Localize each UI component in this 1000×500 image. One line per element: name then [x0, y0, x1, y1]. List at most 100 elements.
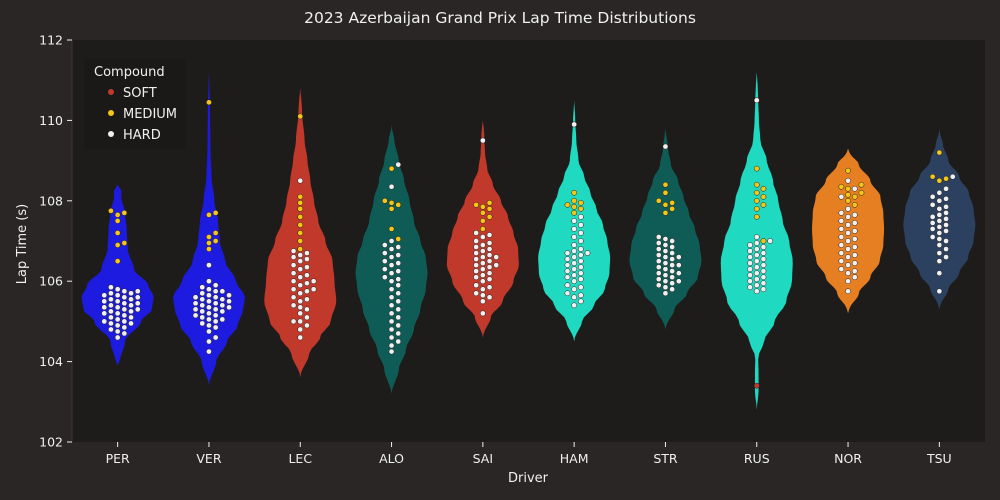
- lap-point-medium: [838, 183, 845, 190]
- lap-point-hard: [936, 189, 943, 196]
- lap-point-hard: [480, 272, 486, 279]
- lap-point-hard: [851, 274, 858, 281]
- lap-point-medium: [662, 181, 669, 188]
- lap-point-hard: [753, 264, 760, 270]
- lap-point-hard: [851, 185, 858, 192]
- lap-point-medium: [388, 205, 395, 212]
- legend-title: Compound: [94, 65, 165, 80]
- lap-point-medium: [564, 201, 571, 208]
- lap-point-hard: [212, 334, 219, 341]
- lap-point-hard: [753, 252, 760, 258]
- lap-point-hard: [108, 326, 114, 333]
- lap-point-hard: [192, 294, 199, 301]
- lap-point-hard: [851, 252, 858, 258]
- lap-point-hard: [669, 280, 676, 287]
- lap-point-hard: [395, 282, 402, 289]
- lap-point-hard: [564, 262, 571, 268]
- lap-point-hard: [310, 286, 317, 293]
- lap-point-hard: [578, 292, 584, 299]
- lap-point-hard: [128, 314, 134, 321]
- lap-point-hard: [851, 268, 858, 274]
- lap-point-hard: [760, 274, 767, 281]
- lap-point-hard: [845, 238, 851, 244]
- lap-point-hard: [753, 258, 760, 264]
- lap-point-hard: [838, 250, 845, 256]
- lap-point-hard: [943, 203, 949, 210]
- lap-point-hard: [128, 296, 134, 303]
- lap-point-hard: [936, 242, 943, 248]
- lap-point-hard: [662, 278, 669, 285]
- lap-point-hard: [571, 242, 578, 248]
- lap-point-hard: [382, 250, 388, 256]
- x-tick-label: STR: [653, 451, 678, 466]
- lap-point-hard: [212, 294, 219, 301]
- x-axis-title: Driver: [508, 471, 549, 486]
- lap-point-hard: [290, 294, 297, 301]
- lap-point-hard: [851, 228, 858, 234]
- lap-point-hard: [838, 266, 845, 272]
- lap-point-hard: [304, 256, 310, 262]
- lap-point-hard: [212, 282, 219, 289]
- lap-point-hard: [571, 266, 578, 272]
- lap-point-hard: [382, 242, 388, 248]
- lap-point-hard: [290, 248, 297, 254]
- lap-point-hard: [943, 228, 949, 234]
- lap-point-medium: [662, 189, 669, 196]
- lap-point-medium: [212, 238, 219, 244]
- lap-point-medium: [297, 246, 304, 252]
- lap-point-hard: [114, 310, 121, 317]
- lap-point-hard: [943, 210, 949, 216]
- lap-point-hard: [290, 318, 297, 325]
- lap-point-medium: [114, 258, 121, 264]
- lap-point-hard: [199, 308, 206, 315]
- lap-point-hard: [845, 278, 851, 285]
- lap-point-medium: [929, 173, 936, 180]
- lap-point-hard: [108, 290, 114, 297]
- lap-point-hard: [936, 224, 943, 230]
- lap-point-medium: [114, 242, 121, 248]
- lap-point-hard: [662, 260, 669, 266]
- lap-point-medium: [388, 165, 395, 172]
- lap-point-hard: [480, 248, 486, 254]
- lap-point-hard: [206, 310, 212, 317]
- lap-point-hard: [134, 300, 141, 307]
- lap-point-medium: [571, 189, 578, 196]
- lap-point-hard: [290, 278, 297, 285]
- lap-point-hard: [304, 250, 310, 256]
- lap-point-hard: [662, 254, 669, 260]
- lap-point-medium: [753, 214, 760, 220]
- lap-point-hard: [486, 252, 493, 258]
- lap-point-hard: [747, 284, 753, 291]
- lap-point-hard: [297, 177, 304, 184]
- lap-point-medium: [114, 230, 121, 236]
- lap-point-hard: [114, 304, 121, 311]
- lap-point-hard: [571, 278, 578, 285]
- lap-point-hard: [128, 302, 134, 309]
- lap-point-medium: [760, 238, 767, 244]
- lap-point-hard: [199, 314, 206, 321]
- lap-point-hard: [304, 322, 310, 329]
- lap-point-hard: [304, 272, 310, 279]
- lap-point-hard: [753, 240, 760, 246]
- lap-point-hard: [206, 278, 212, 285]
- lap-point-hard: [480, 137, 486, 144]
- lap-point-hard: [767, 238, 773, 244]
- lap-point-hard: [395, 260, 402, 266]
- lap-point-hard: [290, 270, 297, 277]
- lap-point-hard: [114, 292, 121, 299]
- lap-point-hard: [669, 262, 676, 268]
- lap-point-hard: [943, 254, 949, 260]
- lap-point-medium: [121, 210, 128, 216]
- lap-point-hard: [747, 278, 753, 285]
- y-tick-label: 106: [39, 274, 63, 289]
- lap-point-hard: [121, 324, 128, 331]
- lap-point-hard: [206, 338, 212, 345]
- lap-point-hard: [564, 268, 571, 274]
- lap-point-hard: [388, 238, 395, 244]
- lap-point-hard: [753, 282, 760, 289]
- lap-point-hard: [219, 308, 226, 315]
- lap-point-hard: [662, 143, 669, 150]
- lap-point-hard: [473, 290, 479, 297]
- lap-point-hard: [578, 276, 584, 283]
